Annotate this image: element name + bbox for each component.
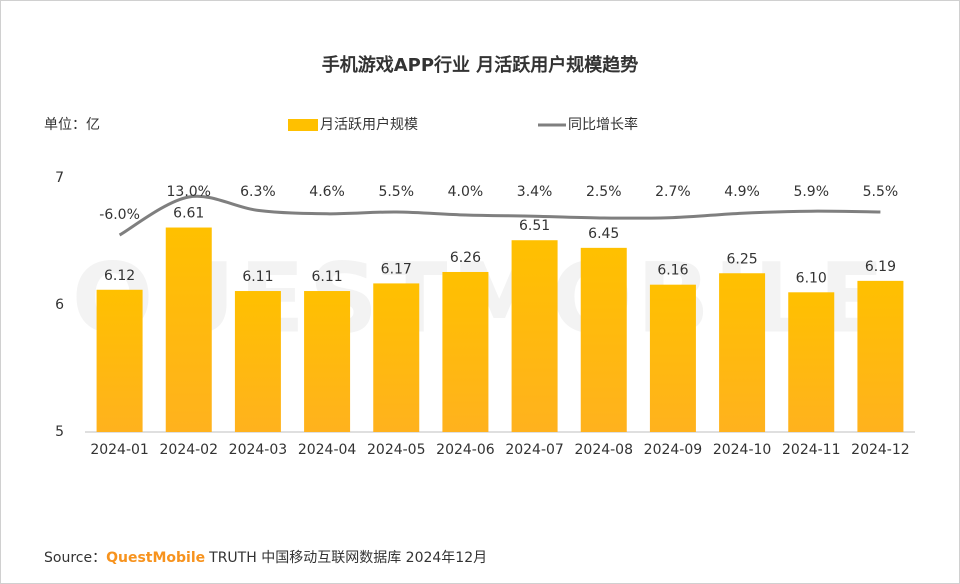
line-value-label: 4.6% <box>309 184 345 200</box>
bar <box>165 227 212 432</box>
x-tick-label: 2024-04 <box>298 442 357 458</box>
x-tick-label: 2024-11 <box>782 442 841 458</box>
bar <box>96 289 143 432</box>
line-value-label: 13.0% <box>167 184 211 200</box>
legend-swatch <box>288 119 318 131</box>
bar-value-label: 6.11 <box>311 269 342 285</box>
x-tick-label: 2024-10 <box>713 442 772 458</box>
line-value-label: -6.0% <box>99 207 140 223</box>
y-tick-label: 6 <box>55 297 64 313</box>
line-value-label: 3.4% <box>517 184 553 200</box>
bar-value-label: 6.51 <box>519 218 550 234</box>
bar-value-label: 6.11 <box>242 269 273 285</box>
line-value-label: 6.3% <box>240 184 276 200</box>
bar-value-label: 6.17 <box>381 261 412 277</box>
line-value-label: 2.7% <box>655 184 691 200</box>
bar-value-label: 6.26 <box>450 250 481 266</box>
bar <box>304 291 351 432</box>
source-prefix: Source： <box>44 550 106 566</box>
x-tick-label: 2024-03 <box>229 442 288 458</box>
x-tick-label: 2024-09 <box>644 442 703 458</box>
legend-label: 同比增长率 <box>568 116 638 133</box>
bar <box>719 273 766 432</box>
line <box>118 194 881 237</box>
y-tick-label: 5 <box>55 424 64 440</box>
line-value-label: 5.5% <box>863 184 899 200</box>
bar <box>511 240 558 432</box>
unit-label: 单位：亿 <box>44 117 100 133</box>
legend: 月活跃用户规模 同比增长率 <box>288 116 638 133</box>
bar-value-label: 6.19 <box>865 259 896 275</box>
legend-label: 月活跃用户规模 <box>320 116 418 133</box>
bar <box>234 291 281 432</box>
x-tick-label: 2024-01 <box>90 442 149 458</box>
line-value-label: 2.5% <box>586 184 622 200</box>
bar-value-label: 6.45 <box>588 226 619 242</box>
line-value-label: 4.0% <box>448 184 484 200</box>
x-tick-label: 2024-07 <box>505 442 564 458</box>
chart-title: 手机游戏APP行业 月活跃用户规模趋势 <box>322 54 639 76</box>
x-tick-label: 2024-06 <box>436 442 495 458</box>
x-tick-label: 2024-08 <box>575 442 634 458</box>
bar-value-label: 6.25 <box>726 251 757 267</box>
line-value-label: 5.5% <box>378 184 414 200</box>
x-tick-label: 2024-12 <box>851 442 910 458</box>
x-tick-label: 2024-02 <box>160 442 219 458</box>
bar <box>442 271 489 432</box>
bar <box>788 292 835 432</box>
source: Source：QuestMobile TRUTH 中国移动互联网数据库 2024年… <box>44 550 487 566</box>
bar <box>857 280 904 432</box>
bar <box>649 284 696 432</box>
line-value-label: 4.9% <box>724 184 760 200</box>
bar <box>373 283 420 432</box>
bar-value-label: 6.10 <box>796 270 827 286</box>
bar-value-label: 6.12 <box>104 268 135 284</box>
bar-value-label: 6.61 <box>173 206 204 222</box>
bar-value-label: 6.16 <box>657 263 688 279</box>
source-brand: QuestMobile <box>106 550 205 566</box>
bar <box>580 247 627 432</box>
line-value-label: 5.9% <box>793 184 829 200</box>
x-tick-label: 2024-05 <box>367 442 426 458</box>
source-rest: TRUTH 中国移动互联网数据库 2024年12月 <box>208 550 487 566</box>
y-tick-label: 7 <box>55 170 64 186</box>
